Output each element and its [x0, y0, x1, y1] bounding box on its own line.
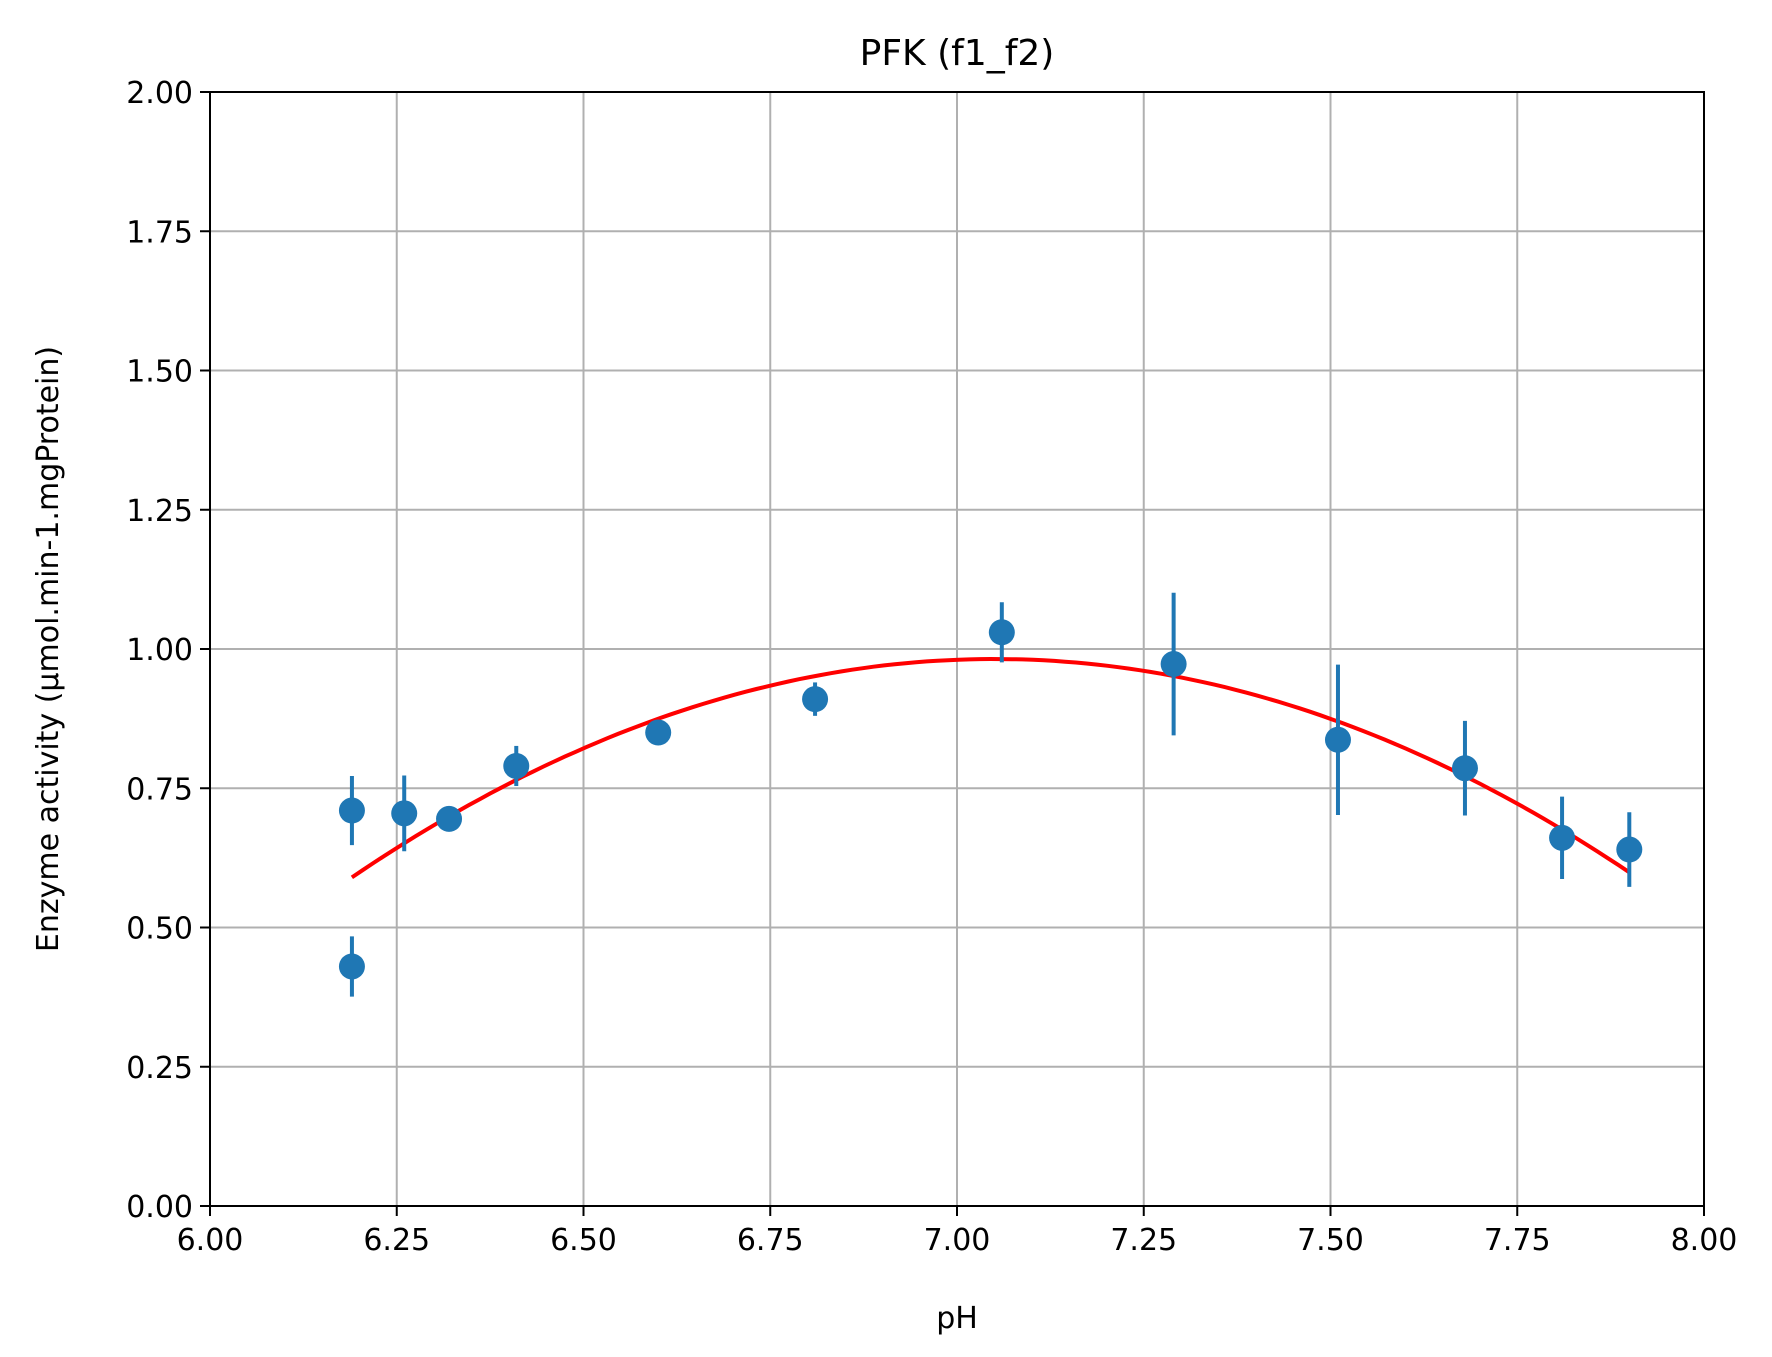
x-tick-label: 6.75	[737, 1223, 804, 1258]
x-tick-label: 6.50	[550, 1223, 617, 1258]
data-point	[338, 797, 365, 824]
y-tick-label: 1.50	[126, 355, 193, 390]
fit-curve-group	[350, 656, 1631, 880]
x-tick-label: 7.50	[1297, 1223, 1364, 1258]
y-tick-label: 1.25	[126, 494, 193, 529]
data-point	[503, 752, 530, 779]
y-tick-label: 2.00	[126, 76, 193, 111]
chart-title: PFK (f1_f2)	[860, 33, 1055, 74]
data-point	[1160, 651, 1187, 678]
y-tick-label: 0.50	[126, 912, 193, 947]
data-point	[391, 800, 418, 827]
ticks: 6.00 6.25 6.50 6.75 7.00 7.25 7.50 7.75 8.00 0.00…	[126, 76, 1737, 1258]
y-axis-label: Enzyme activity (µmol.min-1.mgProtein)	[31, 346, 66, 952]
x-tick-label: 7.00	[924, 1223, 991, 1258]
data-points-group	[338, 592, 1643, 997]
data-point	[802, 686, 829, 713]
x-tick-label: 6.25	[363, 1223, 430, 1258]
data-point	[645, 719, 672, 746]
data-point	[988, 619, 1015, 646]
x-tick-label: 8.00	[1671, 1223, 1738, 1258]
y-tick-label: 1.00	[126, 633, 193, 668]
y-tick-label: 0.25	[126, 1051, 193, 1086]
x-tick-label: 7.25	[1110, 1223, 1177, 1258]
fit-curve	[350, 656, 1631, 880]
x-tick-label: 6.00	[177, 1223, 244, 1258]
data-point	[1549, 824, 1576, 851]
data-point	[1616, 836, 1643, 863]
x-tick-label: 7.75	[1484, 1223, 1551, 1258]
x-axis-label: pH	[936, 1301, 978, 1336]
y-tick-label: 1.75	[126, 215, 193, 250]
data-point	[1324, 726, 1351, 753]
data-point	[338, 953, 365, 980]
y-tick-label: 0.75	[126, 772, 193, 807]
data-point	[436, 805, 463, 832]
data-point	[1451, 755, 1478, 782]
y-tick-label: 0.00	[126, 1190, 193, 1225]
